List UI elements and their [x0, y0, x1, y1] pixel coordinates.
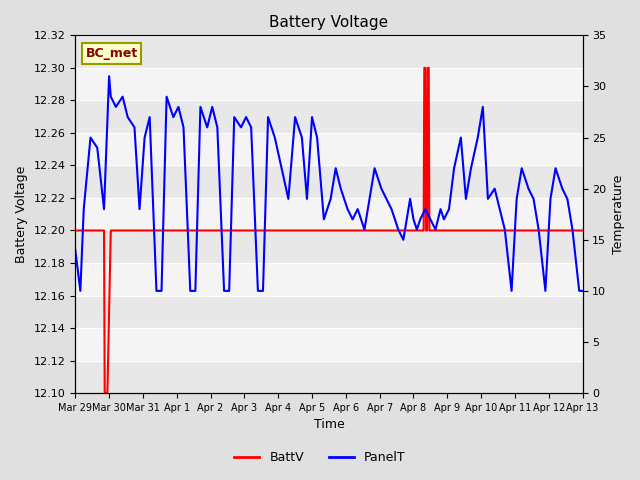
- Text: BC_met: BC_met: [85, 47, 138, 60]
- Bar: [76, 198, 582, 230]
- Bar: [76, 296, 582, 328]
- Y-axis label: Temperature: Temperature: [612, 175, 625, 254]
- X-axis label: Time: Time: [314, 419, 344, 432]
- Bar: [76, 100, 582, 133]
- Bar: [76, 36, 582, 68]
- Bar: [76, 360, 582, 393]
- Bar: [76, 133, 582, 166]
- Legend: BattV, PanelT: BattV, PanelT: [229, 446, 411, 469]
- Bar: [76, 263, 582, 296]
- Bar: [76, 230, 582, 263]
- Bar: [76, 328, 582, 360]
- Bar: [76, 166, 582, 198]
- Title: Battery Voltage: Battery Voltage: [269, 15, 388, 30]
- Y-axis label: Battery Voltage: Battery Voltage: [15, 166, 28, 263]
- Bar: [76, 68, 582, 100]
